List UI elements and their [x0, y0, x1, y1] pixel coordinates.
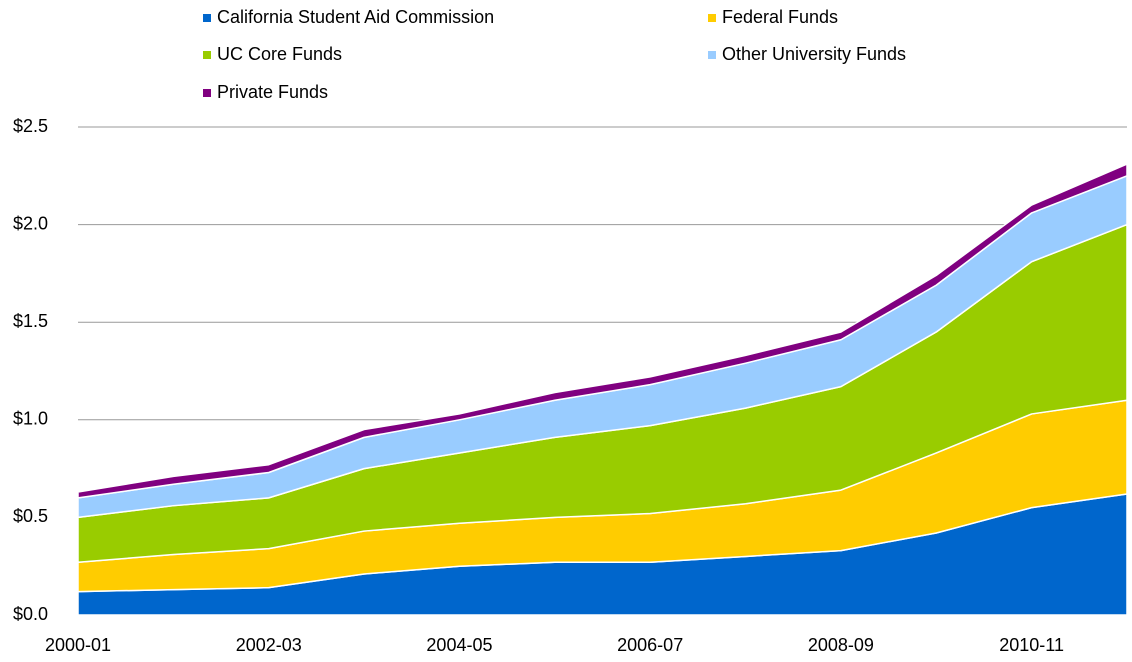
- x-tick-label: 2006-07: [617, 635, 683, 655]
- area: [77, 163, 1128, 499]
- legend-item: UC Core Funds: [203, 44, 342, 64]
- legend-swatch: [203, 51, 211, 59]
- legend-label: UC Core Funds: [217, 44, 342, 64]
- x-tick-label: 2002-03: [236, 635, 302, 655]
- x-tick-label: 2000-01: [45, 635, 111, 655]
- x-tick-label: 2008-09: [808, 635, 874, 655]
- legend-item: California Student Aid Commission: [203, 7, 494, 27]
- legend-label: Federal Funds: [722, 7, 838, 27]
- legend-item: Federal Funds: [708, 7, 838, 27]
- y-tick-label: $2.5: [13, 116, 48, 136]
- legend-item: Private Funds: [203, 82, 328, 102]
- y-tick-label: $2.0: [13, 213, 48, 233]
- y-tick-label: $1.0: [13, 409, 48, 429]
- legend-label: Private Funds: [217, 82, 328, 102]
- x-tick-label: 2004-05: [426, 635, 492, 655]
- legend-item: Other University Funds: [708, 44, 906, 64]
- legend-label: California Student Aid Commission: [217, 7, 494, 27]
- legend-label: Other University Funds: [722, 44, 906, 64]
- legend-swatch: [708, 51, 716, 59]
- y-tick-label: $1.5: [13, 311, 48, 331]
- legend-swatch: [203, 14, 211, 22]
- y-tick-label: $0.5: [13, 506, 48, 526]
- legend-swatch: [708, 14, 716, 22]
- y-tick-label: $0.0: [13, 604, 48, 624]
- legend-swatch: [203, 89, 211, 97]
- x-tick-label: 2010-11: [999, 635, 1064, 655]
